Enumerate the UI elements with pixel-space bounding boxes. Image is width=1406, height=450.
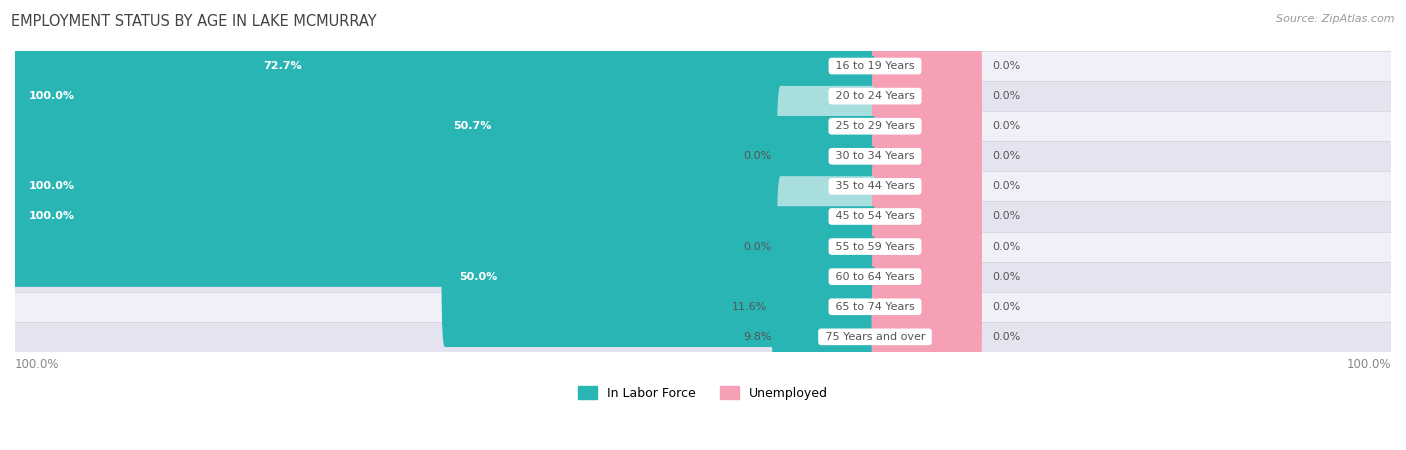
FancyBboxPatch shape [872, 146, 981, 287]
Text: 20 to 24 Years: 20 to 24 Years [832, 91, 918, 101]
FancyBboxPatch shape [778, 266, 879, 407]
FancyBboxPatch shape [11, 26, 879, 166]
Text: 0.0%: 0.0% [993, 332, 1021, 342]
Bar [15, 171, 1391, 202]
FancyBboxPatch shape [436, 56, 879, 197]
Text: 0.0%: 0.0% [744, 151, 772, 161]
Text: 65 to 74 Years: 65 to 74 Years [832, 302, 918, 312]
Text: 0.0%: 0.0% [993, 242, 1021, 252]
FancyBboxPatch shape [246, 0, 879, 136]
Bar [15, 322, 1391, 352]
FancyBboxPatch shape [872, 0, 981, 136]
Bar [15, 292, 1391, 322]
Text: 72.7%: 72.7% [263, 61, 302, 71]
Bar [15, 141, 1391, 171]
FancyBboxPatch shape [11, 116, 879, 257]
Text: 75 Years and over: 75 Years and over [821, 332, 928, 342]
Text: EMPLOYMENT STATUS BY AGE IN LAKE MCMURRAY: EMPLOYMENT STATUS BY AGE IN LAKE MCMURRA… [11, 14, 377, 28]
Text: 60 to 64 Years: 60 to 64 Years [832, 272, 918, 282]
Bar [15, 261, 1391, 292]
Text: 50.7%: 50.7% [453, 121, 491, 131]
Text: 9.8%: 9.8% [744, 332, 772, 342]
FancyBboxPatch shape [872, 56, 981, 197]
Text: 16 to 19 Years: 16 to 19 Years [832, 61, 918, 71]
Text: 0.0%: 0.0% [993, 302, 1021, 312]
Text: 11.6%: 11.6% [731, 302, 766, 312]
FancyBboxPatch shape [772, 236, 879, 377]
Text: 45 to 54 Years: 45 to 54 Years [832, 212, 918, 221]
FancyBboxPatch shape [778, 176, 879, 317]
Text: 100.0%: 100.0% [15, 358, 59, 371]
Text: 100.0%: 100.0% [1347, 358, 1391, 371]
Legend: In Labor Force, Unemployed: In Labor Force, Unemployed [578, 386, 828, 400]
Text: 0.0%: 0.0% [993, 272, 1021, 282]
FancyBboxPatch shape [872, 236, 981, 377]
Text: 0.0%: 0.0% [993, 91, 1021, 101]
Text: 0.0%: 0.0% [993, 61, 1021, 71]
Text: 100.0%: 100.0% [28, 181, 75, 191]
Bar [15, 81, 1391, 111]
Text: 0.0%: 0.0% [744, 242, 772, 252]
Text: 0.0%: 0.0% [993, 121, 1021, 131]
Text: 30 to 34 Years: 30 to 34 Years [832, 151, 918, 161]
FancyBboxPatch shape [441, 206, 879, 347]
FancyBboxPatch shape [11, 146, 879, 287]
Bar [15, 202, 1391, 232]
Text: 25 to 29 Years: 25 to 29 Years [832, 121, 918, 131]
Text: 100.0%: 100.0% [28, 91, 75, 101]
Text: 100.0%: 100.0% [28, 212, 75, 221]
Text: 0.0%: 0.0% [993, 212, 1021, 221]
FancyBboxPatch shape [778, 86, 879, 227]
Text: 0.0%: 0.0% [993, 181, 1021, 191]
Bar [15, 232, 1391, 261]
FancyBboxPatch shape [872, 26, 981, 166]
FancyBboxPatch shape [872, 176, 981, 317]
Text: 0.0%: 0.0% [993, 151, 1021, 161]
FancyBboxPatch shape [872, 266, 981, 407]
Text: 50.0%: 50.0% [458, 272, 496, 282]
Bar [15, 51, 1391, 81]
FancyBboxPatch shape [872, 86, 981, 227]
Text: 55 to 59 Years: 55 to 59 Years [832, 242, 918, 252]
Bar [15, 111, 1391, 141]
FancyBboxPatch shape [872, 116, 981, 257]
Text: 35 to 44 Years: 35 to 44 Years [832, 181, 918, 191]
Text: Source: ZipAtlas.com: Source: ZipAtlas.com [1277, 14, 1395, 23]
FancyBboxPatch shape [872, 206, 981, 347]
